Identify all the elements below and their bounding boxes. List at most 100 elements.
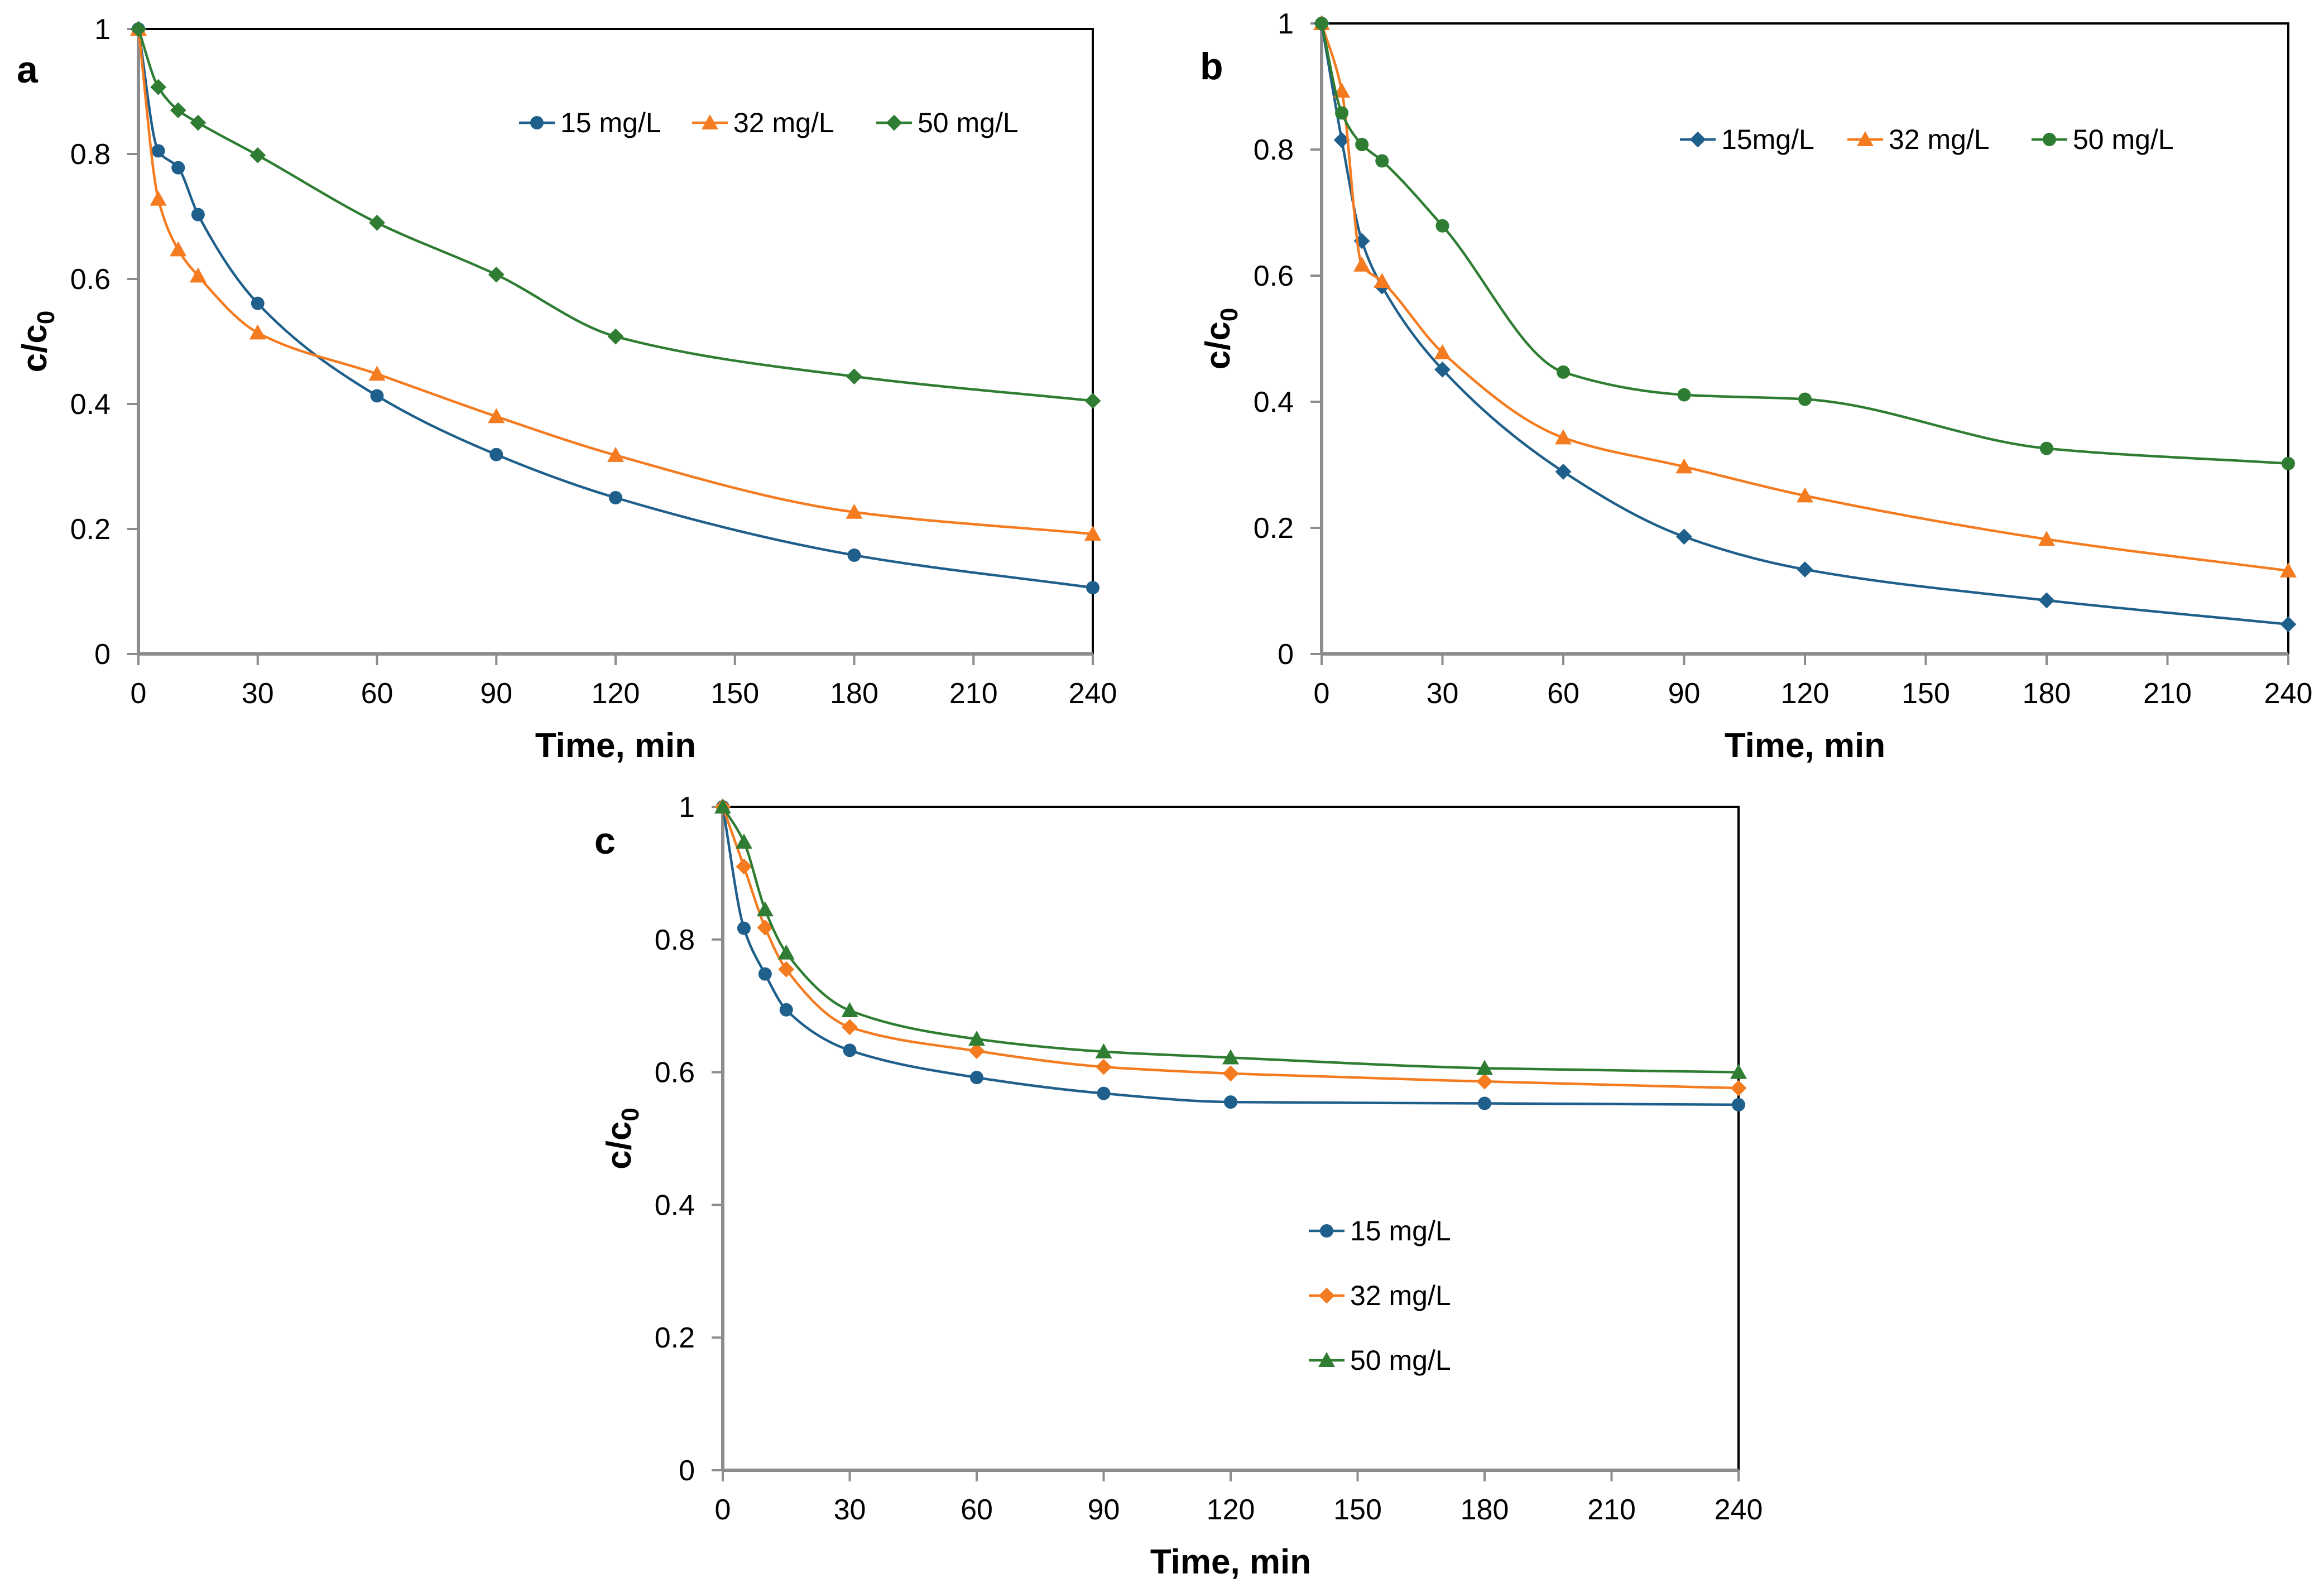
x-tick-label: 210 bbox=[2143, 677, 2192, 710]
data-point bbox=[170, 102, 186, 118]
data-point bbox=[1797, 561, 1813, 577]
x-tick-label: 120 bbox=[1781, 677, 1830, 710]
legend: 15 mg/L 32 mg/L 50 mg/L bbox=[1309, 1215, 1451, 1376]
plot-frame bbox=[722, 806, 1740, 1471]
x-tick-label: 210 bbox=[1587, 1494, 1636, 1526]
x-tick-label: 0 bbox=[131, 677, 147, 710]
series-50mg/l bbox=[130, 21, 1101, 409]
series-32mg/l bbox=[714, 798, 1747, 1096]
x-tick-label: 90 bbox=[1088, 1494, 1120, 1526]
series-32mg/l bbox=[1313, 15, 2297, 577]
data-point bbox=[488, 408, 505, 423]
data-point bbox=[1478, 1096, 1491, 1110]
data-point bbox=[607, 446, 624, 462]
data-point bbox=[150, 79, 167, 95]
series-50mg/l bbox=[714, 798, 1747, 1079]
data-point bbox=[1798, 392, 1812, 406]
series-15mg/l bbox=[1313, 15, 2297, 633]
data-point bbox=[970, 1071, 983, 1085]
y-tick-label: 0.2 bbox=[70, 513, 111, 546]
legend: 15mg/L 32 mg/L 50 mg/L bbox=[1680, 124, 2174, 155]
data-point bbox=[151, 144, 165, 158]
series-line bbox=[721, 806, 1739, 1090]
data-point bbox=[130, 21, 147, 37]
data-point bbox=[2280, 616, 2297, 633]
series-15mg/l bbox=[716, 800, 1745, 1111]
data-point bbox=[847, 548, 861, 562]
x-axis-title: Time, min bbox=[1725, 726, 1885, 765]
x-tick-label: 240 bbox=[1069, 677, 1117, 710]
x-tick-label: 30 bbox=[242, 677, 274, 710]
data-point bbox=[191, 208, 205, 222]
data-point bbox=[1096, 1058, 1112, 1075]
series-line bbox=[721, 806, 1739, 1106]
y-tick-label: 0 bbox=[1278, 638, 1294, 671]
data-point bbox=[1333, 132, 1350, 148]
legend-marker bbox=[702, 114, 718, 129]
data-point bbox=[2282, 456, 2295, 470]
x-tick-label: 30 bbox=[1427, 677, 1459, 710]
data-point bbox=[1730, 1080, 1747, 1096]
x-tick-label: 150 bbox=[710, 677, 759, 710]
data-point bbox=[369, 214, 385, 231]
data-point bbox=[714, 798, 731, 814]
x-tick-label: 240 bbox=[1715, 1494, 1763, 1526]
data-point bbox=[1732, 1098, 1745, 1111]
x-tick-label: 60 bbox=[361, 677, 393, 710]
data-point bbox=[370, 389, 384, 403]
data-point bbox=[841, 1002, 858, 1018]
chart-panel-a: 0 30 60 90 120 150 180 210 240 0 0.2 0.4 0.6 0.8 1 Time… bbox=[16, 13, 1117, 765]
data-point bbox=[251, 296, 265, 310]
data-point bbox=[777, 944, 795, 960]
data-point bbox=[842, 1019, 858, 1036]
data-point bbox=[150, 190, 167, 206]
data-point bbox=[249, 324, 266, 340]
data-point bbox=[1557, 365, 1570, 379]
y-tick-label: 0.8 bbox=[70, 138, 111, 171]
legend-marker bbox=[1318, 1352, 1335, 1367]
series-line bbox=[722, 806, 1739, 1074]
data-point bbox=[1434, 361, 1451, 378]
x-tick-label: 120 bbox=[592, 677, 640, 710]
data-point bbox=[1335, 106, 1349, 120]
x-tick-label: 120 bbox=[1207, 1494, 1255, 1526]
data-point bbox=[1222, 1065, 1239, 1082]
legend-marker bbox=[530, 116, 544, 129]
data-point bbox=[1677, 388, 1691, 402]
data-point bbox=[1084, 525, 1101, 541]
data-point bbox=[170, 241, 187, 257]
y-tick-label: 0 bbox=[679, 1455, 695, 1487]
legend-label: 15 mg/L bbox=[560, 107, 661, 138]
data-point bbox=[846, 503, 863, 519]
chart-panel-c: 0 30 60 90 120 150 180 210 240 0 0.2 0.4 0.6 0.8 1 Time… bbox=[594, 791, 1763, 1581]
x-tick-label: 180 bbox=[2023, 677, 2071, 710]
data-point bbox=[846, 368, 862, 385]
y-axis-title: c/c0 bbox=[16, 311, 60, 373]
legend: 15 mg/L 32 mg/L 50 mg/L bbox=[519, 107, 1019, 138]
data-point bbox=[1097, 1086, 1111, 1100]
legend-label: 15mg/L bbox=[1721, 124, 1814, 155]
x-axis-title: Time, min bbox=[1150, 1543, 1311, 1581]
x-tick-label: 60 bbox=[1547, 677, 1579, 710]
x-tick-label: 30 bbox=[834, 1494, 866, 1526]
y-tick-label: 1 bbox=[94, 13, 111, 46]
data-point bbox=[2038, 531, 2055, 546]
data-point bbox=[1675, 458, 1693, 474]
legend-marker bbox=[1857, 131, 1874, 146]
data-point bbox=[1353, 256, 1371, 272]
series-50mg/l bbox=[1315, 17, 2295, 470]
series-line bbox=[137, 28, 1093, 536]
panel-letter: b bbox=[1200, 45, 1223, 88]
data-point bbox=[843, 1043, 857, 1057]
data-point bbox=[1374, 273, 1391, 288]
y-tick-label: 0.4 bbox=[1254, 386, 1294, 418]
series-32mg/l bbox=[130, 21, 1101, 541]
data-point bbox=[1084, 393, 1101, 409]
x-tick-label: 150 bbox=[1902, 677, 1950, 710]
legend-label: 32 mg/L bbox=[1889, 124, 1990, 155]
data-point bbox=[2280, 562, 2297, 577]
x-tick-label: 180 bbox=[1461, 1494, 1509, 1526]
panel-letter: a bbox=[17, 49, 39, 91]
legend-label: 32 mg/L bbox=[733, 107, 834, 138]
data-point bbox=[735, 834, 752, 849]
